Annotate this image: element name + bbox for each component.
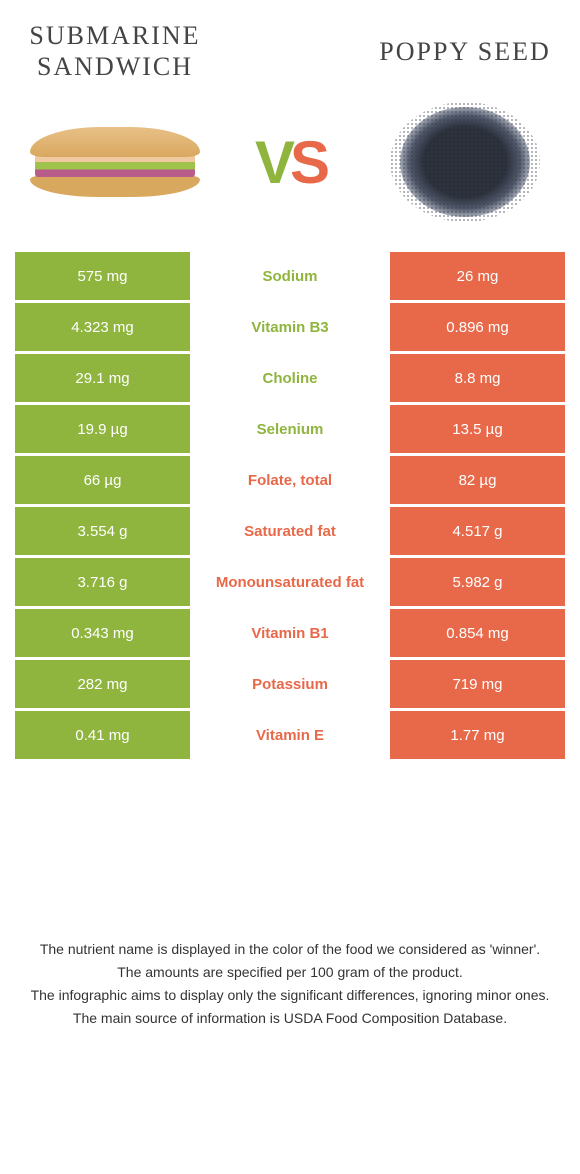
right-value: 8.8 mg [390,354,565,402]
right-value: 4.517 g [390,507,565,555]
comparison-table: 575 mgSodium26 mg4.323 mgVitamin B30.896… [15,252,565,759]
vs-v: V [255,129,290,196]
title-left: SUBMARINE SANDWICH [15,20,215,82]
nutrient-label: Monounsaturated fat [190,558,390,606]
nutrient-label: Vitamin E [190,711,390,759]
nutrient-label: Saturated fat [190,507,390,555]
footnote-line: The amounts are specified per 100 gram o… [30,962,550,983]
table-row: 282 mgPotassium719 mg [15,660,565,708]
left-value: 575 mg [15,252,190,300]
table-row: 4.323 mgVitamin B30.896 mg [15,303,565,351]
infographic-container: SUBMARINE SANDWICH POPPY SEED VS 575 mgS… [0,0,580,1051]
right-value: 13.5 µg [390,405,565,453]
left-value: 3.716 g [15,558,190,606]
title-right: POPPY SEED [365,36,565,67]
nutrient-label: Sodium [190,252,390,300]
nutrient-label: Vitamin B1 [190,609,390,657]
sandwich-image [25,102,205,222]
table-row: 575 mgSodium26 mg [15,252,565,300]
footnotes: The nutrient name is displayed in the co… [15,939,565,1029]
footnote-line: The nutrient name is displayed in the co… [30,939,550,960]
table-row: 3.554 gSaturated fat4.517 g [15,507,565,555]
right-value: 719 mg [390,660,565,708]
left-value: 282 mg [15,660,190,708]
left-value: 66 µg [15,456,190,504]
table-row: 19.9 µgSelenium13.5 µg [15,405,565,453]
footnote-line: The infographic aims to display only the… [30,985,550,1006]
vs-label: VS [255,128,325,197]
left-value: 19.9 µg [15,405,190,453]
nutrient-label: Folate, total [190,456,390,504]
table-row: 0.41 mgVitamin E1.77 mg [15,711,565,759]
table-row: 66 µgFolate, total82 µg [15,456,565,504]
nutrient-label: Choline [190,354,390,402]
left-value: 0.343 mg [15,609,190,657]
nutrient-label: Vitamin B3 [190,303,390,351]
footnote-line: The main source of information is USDA F… [30,1008,550,1029]
vs-s: S [290,129,325,196]
nutrient-label: Potassium [190,660,390,708]
right-value: 5.982 g [390,558,565,606]
table-row: 3.716 gMonounsaturated fat5.982 g [15,558,565,606]
right-value: 26 mg [390,252,565,300]
nutrient-label: Selenium [190,405,390,453]
images-row: VS [15,102,565,222]
titles-row: SUBMARINE SANDWICH POPPY SEED [15,20,565,82]
poppy-image [375,102,555,222]
right-value: 0.896 mg [390,303,565,351]
left-value: 4.323 mg [15,303,190,351]
left-value: 29.1 mg [15,354,190,402]
right-value: 0.854 mg [390,609,565,657]
table-row: 29.1 mgCholine8.8 mg [15,354,565,402]
right-value: 1.77 mg [390,711,565,759]
table-row: 0.343 mgVitamin B10.854 mg [15,609,565,657]
left-value: 0.41 mg [15,711,190,759]
left-value: 3.554 g [15,507,190,555]
right-value: 82 µg [390,456,565,504]
